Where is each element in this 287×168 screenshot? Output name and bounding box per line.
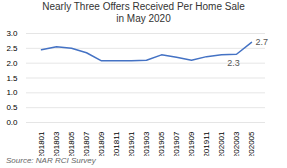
svg-text:2.5: 2.5 — [6, 44, 18, 53]
svg-text:201805: 201805 — [67, 131, 76, 156]
svg-text:201911: 201911 — [202, 131, 211, 156]
svg-text:3.0: 3.0 — [6, 29, 18, 38]
svg-text:201901: 201901 — [127, 131, 136, 156]
svg-text:1.0: 1.0 — [6, 88, 18, 97]
svg-text:0.5: 0.5 — [6, 103, 18, 112]
svg-text:201811: 201811 — [112, 131, 121, 156]
svg-text:1.5: 1.5 — [6, 74, 18, 83]
svg-text:0.0: 0.0 — [6, 118, 18, 127]
svg-text:201903: 201903 — [142, 131, 151, 156]
svg-text:201905: 201905 — [157, 131, 166, 156]
svg-text:2.0: 2.0 — [6, 59, 18, 68]
svg-text:201807: 201807 — [82, 131, 91, 156]
svg-text:201809: 201809 — [97, 131, 106, 156]
svg-text:2.7: 2.7 — [256, 37, 269, 47]
svg-text:202001: 202001 — [217, 131, 226, 156]
svg-text:201907: 201907 — [172, 131, 181, 156]
html-text:Nearly Three Offers Received P: Nearly Three Offers Received Per Home Sa… — [42, 1, 245, 24]
svg-text:2.3: 2.3 — [227, 58, 240, 68]
html-text:Source: NAR RCI Survey: Source: NAR RCI Survey — [6, 156, 96, 165]
svg-text:201803: 201803 — [52, 131, 61, 156]
svg-text:202005: 202005 — [247, 131, 256, 156]
svg-text:202003: 202003 — [232, 131, 241, 156]
svg-text:201909: 201909 — [187, 131, 196, 156]
svg-text:201801: 201801 — [37, 131, 46, 156]
